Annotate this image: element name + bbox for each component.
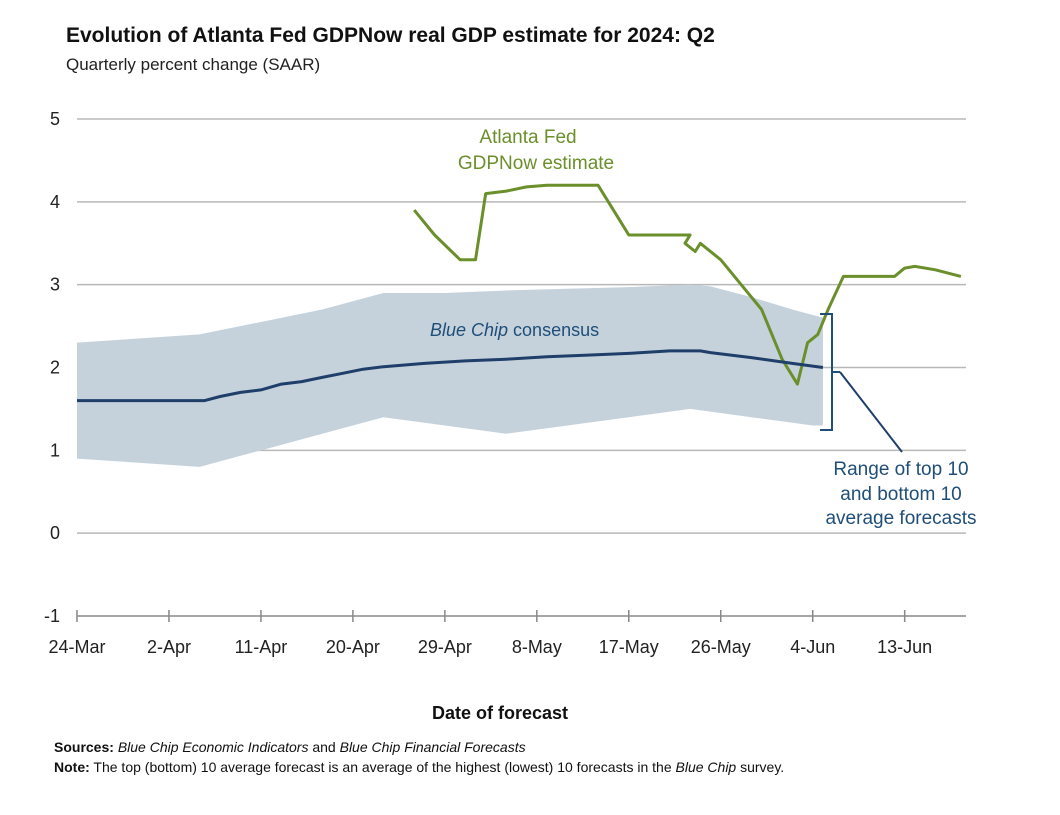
axes: -1 0 1 2 3 4 5 24-Mar 2-Apr 11-Apr 20-Apr 29-Apr 8-M… [44,109,966,657]
range-label-line3: average forecasts [825,508,976,529]
note-label: Note: [54,759,90,775]
bluechip-label-rest: consensus [508,320,599,340]
y-tick-label: 1 [50,440,60,460]
chart-subtitle: Quarterly percent change (SAAR) [66,55,321,74]
sources-title-1: Blue Chip Economic Indicators [117,739,309,755]
x-tick-label: 20-Apr [326,637,380,657]
sources-and: and [308,739,340,755]
forecast-range-band [77,284,823,467]
bluechip-label-italic: Blue Chip [430,320,508,340]
gdpnow-label-line2: GDPNow estimate [458,153,614,174]
note-text: The top (bottom) 10 average forecast is … [89,759,676,775]
gdpnow-series-line [413,183,962,386]
y-tick-label: 5 [50,109,60,129]
x-axis-label: Date of forecast [431,703,569,723]
y-tick-label: 4 [50,192,60,212]
gdpnow-label-line1: Atlanta Fed [479,127,576,148]
note-line: Note: The top (bottom) 10 average foreca… [54,757,934,777]
note-italic: Blue Chip [675,759,737,775]
range-label-line2: and bottom 10 [840,484,961,505]
x-tick-label: 17-May [599,637,659,657]
note-end: survey. [736,759,785,775]
line-chart: -1 0 1 2 3 4 5 24-Mar 2-Apr 11-Apr 20-Apr 29-Apr 8-M… [44,109,977,657]
x-tick-label: 11-Apr [235,637,288,657]
y-tick-label: 0 [50,523,60,543]
annotations: Atlanta Fed GDPNow estimate Blue Chip co… [430,127,977,529]
series-lines [77,183,962,403]
bluechip-label: Blue Chip consensus [430,320,599,340]
x-tick-label: 13-Jun [877,637,932,657]
x-tick-label: 2-Apr [147,637,191,657]
x-tick-label: 26-May [691,637,751,657]
y-tick-label: 3 [50,275,60,295]
bluechip-series-line [77,349,824,403]
x-tick-label: 24-Mar [48,637,105,657]
footnotes: Sources: Blue Chip Economic Indicators a… [54,737,934,777]
y-tick-label: 2 [50,358,60,378]
sources-title-2: Blue Chip Financial Forecasts [339,739,526,755]
sources-line: Sources: Blue Chip Economic Indicators a… [54,737,934,757]
y-tick-label: -1 [44,606,60,626]
range-bracket [820,313,840,431]
range-pointer-line [839,371,903,453]
range-band-area [77,284,823,467]
range-label-line1: Range of top 10 [833,459,968,480]
chart-title: Evolution of Atlanta Fed GDPNow real GDP… [66,24,715,47]
sources-label: Sources: [54,739,114,755]
x-tick-label: 8-May [512,637,562,657]
x-tick-label: 29-Apr [418,637,472,657]
x-tick-label: 4-Jun [790,637,835,657]
